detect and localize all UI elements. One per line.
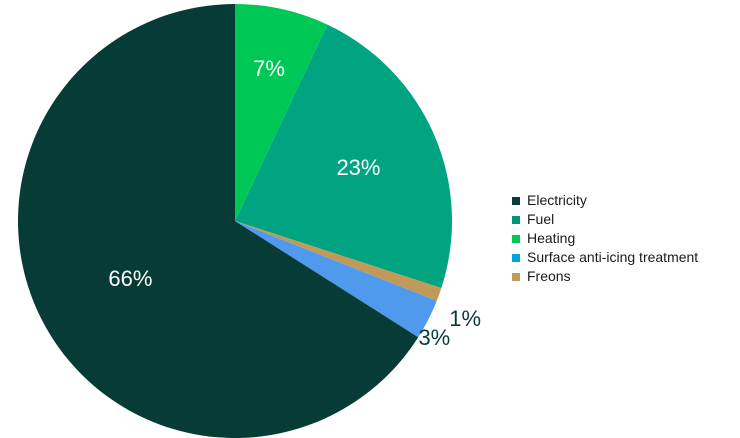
pie-slice-heating — [235, 4, 328, 221]
legend-swatch-surface-anti-icing — [512, 253, 520, 262]
legend-label-heating: Heating — [527, 230, 576, 246]
legend-item-electricity: Electricity — [512, 191, 698, 210]
data-label-fuel: 23% — [336, 155, 380, 180]
legend-swatch-fuel — [512, 215, 520, 224]
pie-slice-electricity — [17, 4, 419, 438]
pie-slice-freons — [235, 221, 442, 301]
data-label-electricity: 66% — [108, 266, 152, 291]
legend-label-freons: Freons — [527, 268, 571, 284]
legend: Electricity Fuel Heating Surface anti-ic… — [512, 191, 698, 286]
legend-label-fuel: Fuel — [527, 211, 555, 227]
data-label-freons: 1% — [449, 306, 481, 331]
legend-swatch-heating — [512, 234, 520, 243]
legend-label-surface-anti-icing: Surface anti-icing treatment — [527, 249, 699, 265]
pie-slice-surface-anti-icing-treatment — [235, 221, 437, 338]
legend-swatch-electricity — [512, 196, 520, 205]
legend-item-fuel: Fuel — [512, 210, 698, 229]
legend-item-surface-anti-icing: Surface anti-icing treatment — [512, 248, 698, 267]
pie-slice-fuel — [235, 24, 453, 289]
data-label-heating: 7% — [253, 56, 285, 81]
legend-label-electricity: Electricity — [527, 192, 587, 208]
legend-item-heating: Heating — [512, 229, 698, 248]
data-label-surface-anti-icing-treatment: 3% — [418, 325, 450, 350]
legend-item-freons: Freons — [512, 267, 698, 286]
legend-swatch-freons — [512, 272, 520, 281]
